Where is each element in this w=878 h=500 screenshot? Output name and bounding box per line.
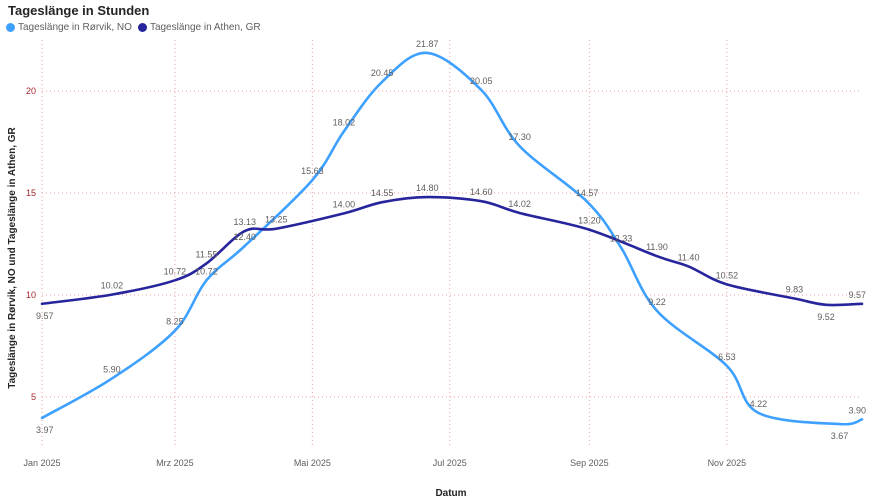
data-label: 12.33 [610,233,633,243]
data-label: 3.97 [36,425,54,435]
series-lines [40,51,864,426]
data-labels: 3.97 5.90 8.25 10.72 12.40 15.63 18.02 20.45 21.… [36,39,866,441]
x-tick-label: Jan 2025 [23,458,60,468]
x-tick-label: Sep 2025 [570,458,609,468]
x-tick-label: Nov 2025 [708,458,747,468]
y-tick-label: 10 [26,290,36,300]
data-label: 9.22 [648,297,666,307]
data-label: 3.90 [848,405,866,415]
data-label: 9.57 [36,311,54,321]
data-label: 3.67 [831,431,849,441]
data-label: 4.22 [750,399,768,409]
data-label: 20.45 [371,68,394,78]
data-label: 14.57 [576,188,599,198]
data-label: 10.52 [716,270,739,280]
data-label: 11.40 [678,252,700,262]
y-axis-title: Tageslänge in Rørvik, NO und Tageslänge … [7,126,18,388]
x-tick-label: Mrz 2025 [156,458,194,468]
series-line-1[interactable] [40,195,864,307]
data-label: 21.87 [416,39,439,49]
x-tick-label: Mai 2025 [294,458,331,468]
data-label: 12.40 [233,232,256,242]
data-label: 14.00 [333,199,356,209]
y-tick-label: 5 [31,392,36,402]
data-label: 13.20 [578,216,601,226]
legend-label-roervik: Tageslänge in Rørvik, NO [18,22,132,33]
legend-item-roervik[interactable]: Tageslänge in Rørvik, NO [6,22,132,33]
data-label: 10.72 [164,266,187,276]
data-label: 11.55 [196,249,218,259]
data-label: 10.02 [101,281,124,291]
data-label: 10.72 [195,266,218,276]
data-label: 18.02 [333,117,356,127]
data-label: 14.80 [416,183,439,193]
grid [41,40,862,448]
data-label: 17.30 [508,132,531,142]
legend-label-athen: Tageslänge in Athen, GR [149,22,261,33]
x-axis-title: Datum [435,488,466,499]
axes: 5 10 15 20 Jan 2025 Mrz 2025 Mai 2025 Jul 2025 S… [23,86,746,468]
data-label: 8.25 [166,317,184,327]
data-label: 11.90 [646,242,668,252]
data-label: 15.63 [301,166,324,176]
data-label: 14.02 [508,199,531,209]
x-tick-label: Jul 2025 [433,458,467,468]
series-line-0[interactable] [40,51,864,426]
data-label: 6.53 [718,352,736,362]
data-label: 13.13 [233,217,256,227]
data-label: 13.25 [265,215,288,225]
data-label: 9.83 [786,284,804,294]
legend: Tageslänge in Rørvik, NO Tageslänge in A… [6,22,267,33]
y-tick-label: 15 [26,188,36,198]
legend-item-athen[interactable]: Tageslänge in Athen, GR [137,22,261,33]
data-label: 9.52 [817,312,835,322]
data-label: 9.57 [848,290,866,300]
data-label: 5.90 [103,365,121,375]
data-label: 20.05 [470,76,493,86]
data-label: 14.55 [371,188,394,198]
legend-dot-athen [137,23,147,32]
chart-title: Tageslänge in Stunden [8,3,150,18]
legend-dot-roervik [6,23,15,32]
y-tick-label: 20 [26,86,36,96]
data-label: 14.60 [470,187,493,197]
